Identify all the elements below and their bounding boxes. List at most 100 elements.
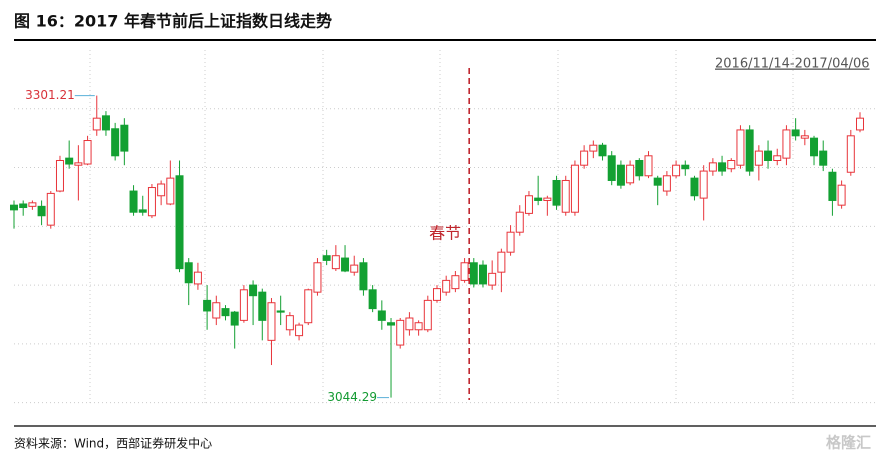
candle-body <box>819 150 828 166</box>
candle-body <box>120 124 129 152</box>
candle-body <box>101 115 110 131</box>
candle-body <box>304 289 313 324</box>
candle-body <box>157 183 166 197</box>
candle-body <box>736 129 745 166</box>
candle-body <box>414 322 423 331</box>
candle-body <box>331 255 340 270</box>
candle-body <box>745 129 754 172</box>
candle-body <box>175 175 184 270</box>
candle-body <box>699 170 708 199</box>
candle-body <box>313 262 322 293</box>
candle-body <box>800 135 809 139</box>
candle-body <box>267 302 276 341</box>
candle-body <box>276 310 285 313</box>
date-range: 2016/11/14-2017/04/06 <box>715 57 870 72</box>
candle-body <box>166 177 175 205</box>
candle-body <box>377 310 386 321</box>
candle-body <box>138 209 147 213</box>
candle-body <box>230 311 239 326</box>
chart-title: 图 16：2017 年春节前后上证指数日线走势 <box>14 12 332 31</box>
event-label: 春节 <box>429 224 461 243</box>
candle-body <box>534 197 543 201</box>
candle-body <box>433 288 441 301</box>
candle-body <box>791 129 800 137</box>
candle-body <box>460 262 469 281</box>
candle-body <box>74 162 83 166</box>
candle-body <box>285 315 294 331</box>
candle-body <box>773 155 782 161</box>
candle-body <box>92 117 101 131</box>
candle-body <box>543 197 552 201</box>
candle-body <box>55 159 64 192</box>
high-label: 3301.21 <box>25 88 75 102</box>
candle-body <box>295 324 304 337</box>
candle-body <box>488 272 497 286</box>
candle-body <box>387 322 396 326</box>
candle-body <box>837 184 846 206</box>
candle-body <box>626 164 635 184</box>
candle-body <box>469 262 478 285</box>
candle-body <box>451 275 460 290</box>
candle-body <box>258 291 267 321</box>
candle-body <box>846 135 855 173</box>
candle-body <box>341 257 350 272</box>
candle-body <box>690 177 699 197</box>
candle-body <box>83 140 92 165</box>
candle-body <box>754 150 763 166</box>
candle-body <box>129 190 138 213</box>
subtitle-group: 2016/11/14-2017/04/06 <box>715 57 870 72</box>
candle-body <box>810 137 819 157</box>
candle-body <box>718 162 727 172</box>
candle-body <box>708 162 717 172</box>
candle-body <box>19 203 28 209</box>
candle-body <box>653 177 662 186</box>
candle-body <box>65 157 74 165</box>
watermark: 格隆汇 <box>826 434 871 452</box>
candle-body <box>589 144 598 152</box>
candle-body <box>239 289 248 321</box>
candle-body <box>570 164 579 213</box>
candle-body <box>727 159 736 170</box>
candle-body <box>478 264 487 285</box>
candle-body <box>764 150 773 161</box>
candle-body <box>828 171 837 201</box>
source: 资料来源：Wind，西部证券研发中心 <box>14 436 212 451</box>
candle-body <box>46 192 55 226</box>
candle-body <box>681 164 690 170</box>
candle-body <box>644 155 653 177</box>
candle-body <box>497 251 506 273</box>
candle-body <box>635 159 644 177</box>
candle-body <box>598 144 607 157</box>
candle-body <box>212 302 221 319</box>
candle-body <box>203 299 212 312</box>
candle-body <box>322 255 331 261</box>
candle-body <box>28 202 37 207</box>
candle-body <box>193 271 202 285</box>
candle-body <box>184 262 193 284</box>
candle-body <box>359 262 368 291</box>
candle-body <box>616 164 625 186</box>
candle-body <box>506 231 515 253</box>
candle-body <box>552 179 561 206</box>
candle-body <box>782 129 791 159</box>
candle-body <box>368 289 377 310</box>
candle-body <box>396 319 405 346</box>
candle-body <box>672 164 681 177</box>
low-label: 3044.29 <box>327 390 377 404</box>
candle-body <box>249 284 258 297</box>
candle-body <box>580 150 589 166</box>
candle-body <box>221 308 230 317</box>
candle-body <box>405 317 414 331</box>
candle-body <box>111 128 120 157</box>
candle-body <box>856 117 864 131</box>
candle-body <box>350 264 359 273</box>
candle-body <box>662 175 671 192</box>
candle-body <box>423 299 432 331</box>
candle-body <box>442 279 451 293</box>
candle-body <box>561 179 570 213</box>
candle-body <box>524 195 533 214</box>
candle-body <box>147 187 156 217</box>
candle-body <box>10 204 18 211</box>
candle-body <box>515 211 524 233</box>
